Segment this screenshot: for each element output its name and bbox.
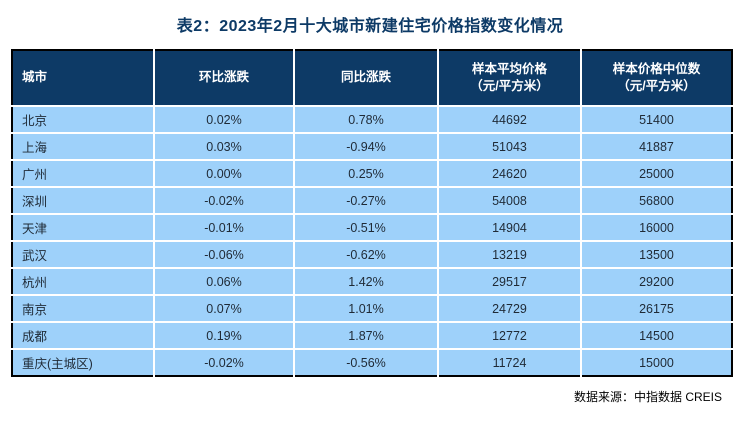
value-cell: 0.19% xyxy=(154,322,295,350)
value-cell: -0.56% xyxy=(294,349,439,376)
value-cell: 29517 xyxy=(438,268,582,296)
value-cell: -0.02% xyxy=(154,187,295,215)
value-cell: -0.62% xyxy=(294,241,439,269)
table-row: 深圳 -0.02% -0.27% 54008 56800 xyxy=(12,187,732,215)
value-cell: 13219 xyxy=(438,241,582,269)
value-cell: 1.87% xyxy=(294,322,439,350)
table-row: 武汉 -0.06% -0.62% 13219 13500 xyxy=(12,241,732,269)
table-body: 北京 0.02% 0.78% 44692 51400 上海 0.03% -0.94% 51043… xyxy=(12,106,732,376)
value-cell: 51400 xyxy=(581,106,732,134)
table-row: 天津 -0.01% -0.51% 14904 16000 xyxy=(12,214,732,242)
value-cell: 13500 xyxy=(581,241,732,269)
column-header-sub: （元/平方米） xyxy=(617,79,696,93)
value-cell: 11724 xyxy=(438,349,582,376)
value-cell: 26175 xyxy=(581,295,732,323)
column-header-label: 环比涨跌 xyxy=(198,70,249,85)
value-cell: 0.07% xyxy=(154,295,295,323)
value-cell: -0.94% xyxy=(294,133,439,161)
city-cell: 深圳 xyxy=(12,187,155,215)
table-row: 广州 0.00% 0.25% 24620 25000 xyxy=(12,160,732,188)
value-cell: 25000 xyxy=(581,160,732,188)
table-row: 成都 0.19% 1.87% 12772 14500 xyxy=(12,322,732,350)
value-cell: 1.01% xyxy=(294,295,439,323)
city-cell: 南京 xyxy=(12,295,155,323)
value-cell: 0.78% xyxy=(294,106,439,134)
city-cell: 武汉 xyxy=(12,241,155,269)
city-cell: 广州 xyxy=(12,160,155,188)
table-row: 重庆(主城区) -0.02% -0.56% 11724 15000 xyxy=(12,349,732,376)
value-cell: 24620 xyxy=(438,160,582,188)
value-cell: 16000 xyxy=(581,214,732,242)
column-header-yoy-change: 同比涨跌 xyxy=(294,50,439,107)
column-header-label: 城市 xyxy=(22,70,48,85)
value-cell: -0.01% xyxy=(154,214,295,242)
value-cell: 41887 xyxy=(581,133,732,161)
value-cell: 51043 xyxy=(438,133,582,161)
value-cell: 0.06% xyxy=(154,268,295,296)
value-cell: 1.42% xyxy=(294,268,439,296)
value-cell: 24729 xyxy=(438,295,582,323)
column-header-label: 样本价格中位数 xyxy=(612,61,701,76)
table-header: 城市 环比涨跌 同比涨跌 样本平均价格 （元/平方米） 样本价格中位数 xyxy=(12,50,732,107)
header-row: 城市 环比涨跌 同比涨跌 样本平均价格 （元/平方米） 样本价格中位数 xyxy=(12,50,732,107)
report-page: 表2：2023年2月十大城市新建住宅价格指数变化情况 城市 环比涨跌 同比涨跌 xyxy=(0,12,740,405)
city-cell: 成都 xyxy=(12,322,155,350)
city-cell: 天津 xyxy=(12,214,155,242)
table-row: 南京 0.07% 1.01% 24729 26175 xyxy=(12,295,732,323)
value-cell: -0.27% xyxy=(294,187,439,215)
value-cell: 29200 xyxy=(581,268,732,296)
value-cell: 56800 xyxy=(581,187,732,215)
table-row: 杭州 0.06% 1.42% 29517 29200 xyxy=(12,268,732,296)
value-cell: 14500 xyxy=(581,322,732,350)
column-header-label: 同比涨跌 xyxy=(340,70,391,85)
price-index-table: 城市 环比涨跌 同比涨跌 样本平均价格 （元/平方米） 样本价格中位数 xyxy=(11,49,733,377)
value-cell: 0.03% xyxy=(154,133,295,161)
column-header-mom-change: 环比涨跌 xyxy=(154,50,295,107)
column-header-city: 城市 xyxy=(12,50,155,107)
value-cell: 0.02% xyxy=(154,106,295,134)
city-cell: 重庆(主城区) xyxy=(12,349,155,376)
value-cell: -0.02% xyxy=(154,349,295,376)
value-cell: 0.25% xyxy=(294,160,439,188)
value-cell: 0.00% xyxy=(154,160,295,188)
column-header-sample-median-price: 样本价格中位数 （元/平方米） xyxy=(581,50,732,107)
column-header-sample-avg-price: 样本平均价格 （元/平方米） xyxy=(438,50,582,107)
value-cell: 44692 xyxy=(438,106,582,134)
data-source-note: 数据来源：中指数据 CREIS xyxy=(573,390,722,404)
city-cell: 杭州 xyxy=(12,268,155,296)
column-header-label: 样本平均价格 xyxy=(471,61,547,76)
city-cell: 上海 xyxy=(12,133,155,161)
page-title: 表2：2023年2月十大城市新建住宅价格指数变化情况 xyxy=(176,18,564,35)
value-cell: 14904 xyxy=(438,214,582,242)
value-cell: -0.06% xyxy=(154,241,295,269)
value-cell: -0.51% xyxy=(294,214,439,242)
value-cell: 12772 xyxy=(438,322,582,350)
value-cell: 15000 xyxy=(581,349,732,376)
table-row: 北京 0.02% 0.78% 44692 51400 xyxy=(12,106,732,134)
table-row: 上海 0.03% -0.94% 51043 41887 xyxy=(12,133,732,161)
city-cell: 北京 xyxy=(12,106,155,134)
column-header-sub: （元/平方米） xyxy=(470,79,549,93)
value-cell: 54008 xyxy=(438,187,582,215)
